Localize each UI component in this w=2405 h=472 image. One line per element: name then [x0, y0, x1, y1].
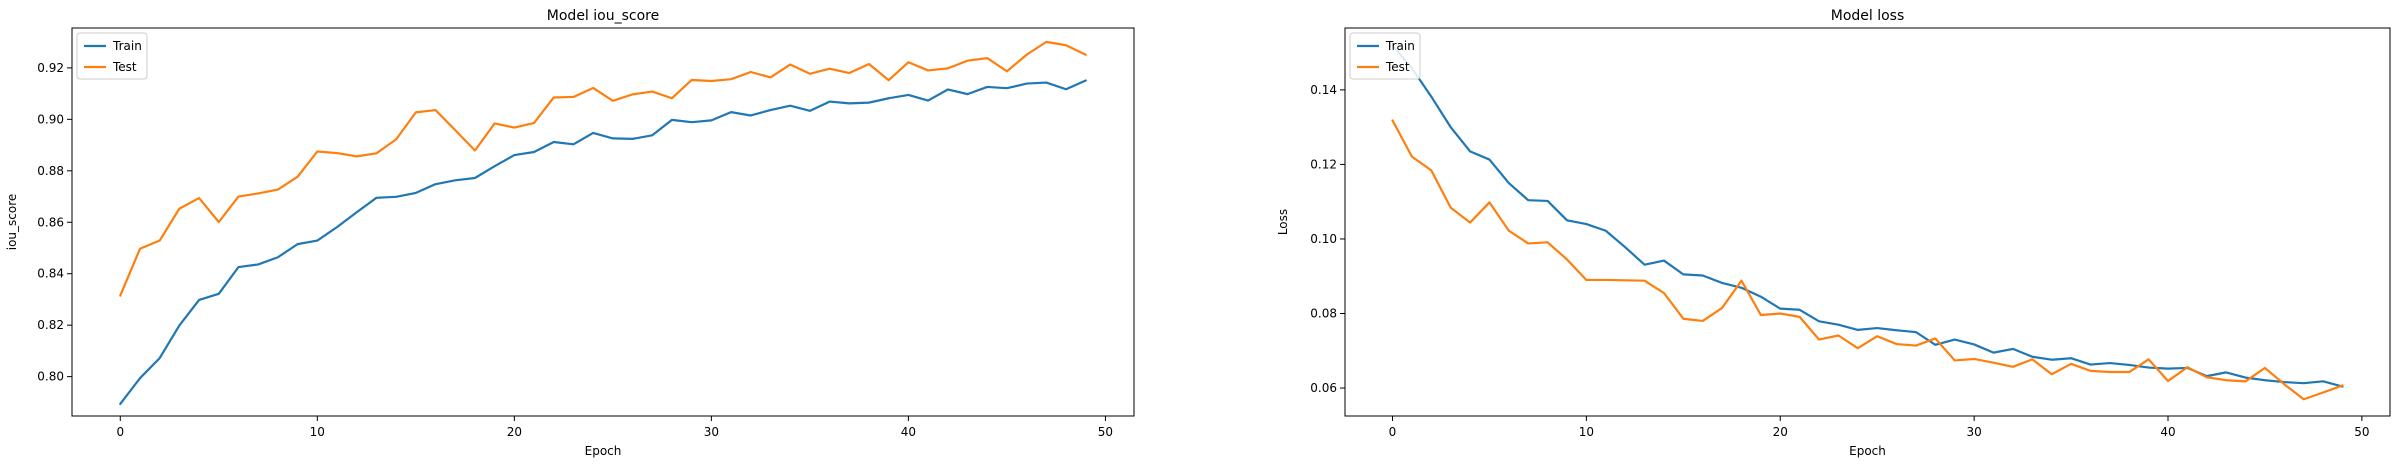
- chart-2-series-train-line: [1391, 44, 2344, 388]
- chart-2-title: Model loss: [1831, 8, 1905, 24]
- chart-1-series-train-line: [119, 79, 1087, 406]
- chart-2-xlabel: Epoch: [1849, 444, 1886, 458]
- chart-1-ytick-label: 0.82: [37, 318, 64, 332]
- chart-1-ylabel: iou_score: [5, 194, 19, 251]
- chart-2-xtick-label: 40: [2160, 425, 2175, 439]
- chart-1-xtick-label: 0: [116, 425, 124, 439]
- chart-2-ylabel: Loss: [1276, 209, 1290, 235]
- chart-1-series-test-line: [119, 40, 1087, 297]
- chart-1-xtick-label: 10: [310, 425, 325, 439]
- chart-2-xtick-label: 50: [2354, 425, 2369, 439]
- chart-2-xtick-label: 30: [1966, 425, 1981, 439]
- chart-2-ytick-label: 0.12: [1310, 157, 1337, 171]
- chart-1-xlabel: Epoch: [585, 444, 622, 458]
- chart-2-ytick-label: 0.06: [1310, 381, 1337, 395]
- chart-1-plot-area: [71, 27, 1135, 417]
- chart-1-xtick-label: 30: [704, 425, 719, 439]
- chart-2-ytick-label: 0.10: [1310, 232, 1337, 246]
- chart-1-ytick-label: 0.88: [37, 164, 64, 178]
- chart-1-legend: Train Test: [76, 32, 148, 80]
- chart-1-ytick-label: 0.90: [37, 112, 64, 126]
- chart-2-series-test-line: [1391, 119, 2344, 401]
- chart-2-plot-area: [1344, 27, 2391, 417]
- chart-2-xtick-label: 10: [1579, 425, 1594, 439]
- chart-1-title: Model iou_score: [547, 8, 659, 24]
- chart-2-ytick-label: 0.08: [1310, 307, 1337, 321]
- chart-2: Model loss 0 10 20 30 40 50 0.06 0.08 0.10 0.12 0.1…: [1276, 8, 2391, 458]
- chart-1-legend-test-label: Test: [112, 60, 137, 74]
- chart-1-legend-train-label: Train: [112, 39, 142, 53]
- chart-1: Model iou_score 0 10 20 30 40 50 0.80 0.82 0.84 0.…: [5, 8, 1135, 458]
- chart-1-xtick-label: 20: [507, 425, 522, 439]
- chart-2-legend-train-label: Train: [1385, 39, 1415, 53]
- chart-2-xtick-label: 20: [1773, 425, 1788, 439]
- chart-1-ytick-label: 0.84: [37, 267, 64, 281]
- chart-2-legend: Train Test: [1349, 32, 1421, 80]
- chart-1-xtick-label: 40: [901, 425, 916, 439]
- chart-2-xtick-label: 0: [1389, 425, 1397, 439]
- chart-1-xtick-label: 50: [1098, 425, 1113, 439]
- chart-2-ytick-label: 0.14: [1310, 83, 1337, 97]
- chart-1-ytick-label: 0.92: [37, 61, 64, 75]
- chart-1-ytick-label: 0.86: [37, 215, 64, 229]
- chart-1-ytick-label: 0.80: [37, 370, 64, 384]
- chart-2-legend-test-label: Test: [1385, 60, 1410, 74]
